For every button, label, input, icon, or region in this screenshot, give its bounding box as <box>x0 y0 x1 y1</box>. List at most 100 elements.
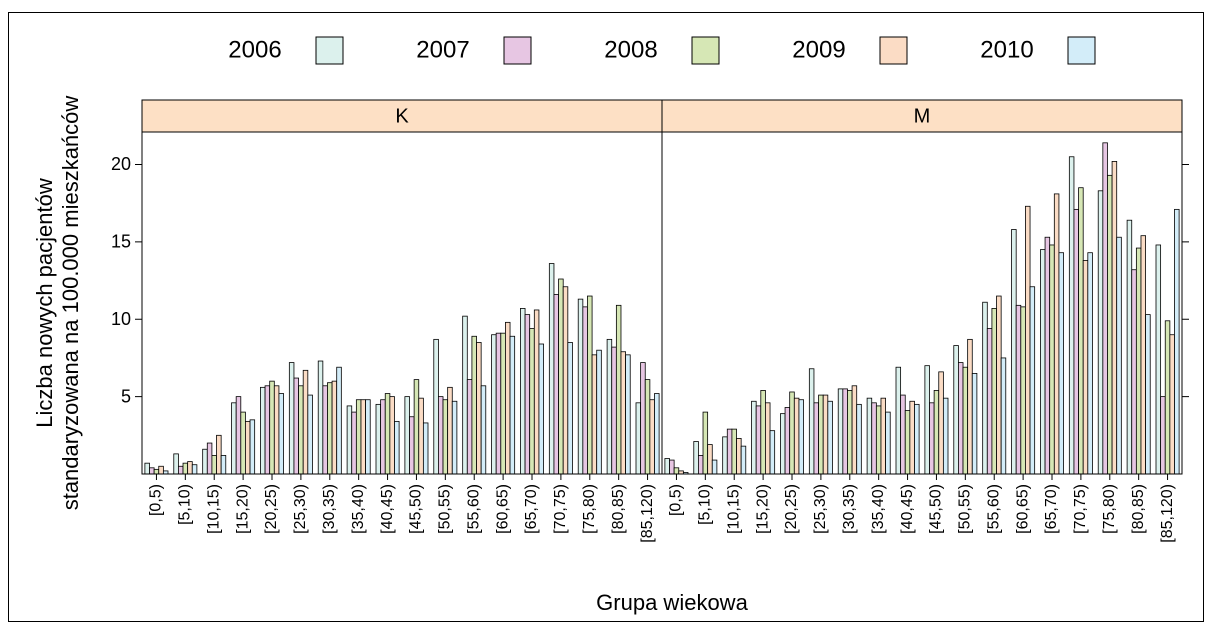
x-tick-label: [0,5) <box>668 484 685 516</box>
bar <box>365 399 371 475</box>
bar <box>625 354 631 475</box>
bar <box>702 411 709 475</box>
bar <box>751 400 757 475</box>
x-tick-label: [40,45) <box>899 484 916 534</box>
bar <box>1107 174 1113 475</box>
bar <box>206 442 213 475</box>
bar <box>245 420 251 475</box>
bar <box>451 400 458 475</box>
bar <box>895 366 902 475</box>
bar <box>264 385 271 475</box>
bar <box>336 366 342 475</box>
bar <box>1011 229 1017 475</box>
bar <box>182 462 189 475</box>
bar <box>278 393 284 475</box>
bar <box>505 321 511 475</box>
bar <box>1169 334 1175 475</box>
bar <box>418 397 424 475</box>
bar <box>818 394 824 475</box>
bar <box>302 369 309 475</box>
bar <box>649 399 655 475</box>
x-tick-label: [5,10) <box>697 484 714 525</box>
legend-swatch <box>879 36 908 65</box>
bar <box>654 393 660 475</box>
legend-swatch <box>503 36 532 65</box>
bar <box>509 335 516 475</box>
bar <box>765 402 771 475</box>
bar <box>1160 396 1166 475</box>
bar <box>871 402 877 475</box>
x-tick-label: [80,85) <box>610 484 627 534</box>
bar <box>1078 187 1084 475</box>
bar <box>769 430 776 475</box>
bar <box>1087 252 1093 475</box>
bar <box>1058 252 1064 475</box>
bar <box>606 338 613 475</box>
bar <box>808 368 815 475</box>
bar <box>466 379 473 475</box>
bar <box>562 286 569 475</box>
bar <box>298 385 304 475</box>
bar <box>962 366 969 475</box>
bar <box>942 397 949 475</box>
bar <box>996 295 1002 475</box>
x-tick-label: [25,30) <box>812 484 829 534</box>
y-axis-label: standaryzowana na 100.000 mieszkańców <box>58 96 83 511</box>
bar <box>553 294 559 475</box>
bar <box>500 332 506 475</box>
bar <box>273 385 280 475</box>
bar <box>615 304 622 475</box>
bar <box>866 397 873 475</box>
bar <box>529 328 535 475</box>
bar <box>1126 219 1133 475</box>
bar <box>433 338 439 475</box>
bar <box>220 455 227 475</box>
bar <box>1015 304 1022 475</box>
bar <box>693 441 699 475</box>
x-tick-label: [65,70) <box>1043 484 1060 534</box>
bar <box>211 455 217 475</box>
bar <box>231 402 237 475</box>
bar <box>1049 244 1055 475</box>
bar <box>760 390 766 475</box>
bar <box>191 464 198 475</box>
bar <box>731 428 737 475</box>
bar <box>620 351 627 475</box>
x-tick-label: [45,50) <box>408 484 425 534</box>
bar <box>904 410 911 475</box>
bar <box>235 396 242 475</box>
x-tick-label: [70,75) <box>1072 484 1089 534</box>
bar <box>1097 190 1104 475</box>
bar <box>1025 205 1031 475</box>
bar <box>288 362 295 475</box>
bar <box>394 420 400 475</box>
bar <box>144 462 150 475</box>
y-tick-label: 15 <box>111 232 131 252</box>
x-tick-label: [60,65) <box>494 484 511 534</box>
legend-label: 2006 <box>228 36 281 63</box>
bar <box>1135 247 1142 475</box>
bar <box>793 397 800 475</box>
bar <box>173 453 179 475</box>
legend-swatch <box>315 36 344 65</box>
bar <box>1044 236 1051 475</box>
bar <box>591 354 598 475</box>
bar <box>346 405 353 475</box>
bar <box>317 360 324 475</box>
bar <box>837 388 844 475</box>
bar <box>933 390 940 475</box>
bar <box>914 403 920 475</box>
bar <box>722 436 728 475</box>
x-tick-label: [20,25) <box>263 484 280 534</box>
bar <box>413 379 420 475</box>
bar <box>1073 208 1079 475</box>
bar <box>1174 208 1180 475</box>
bar <box>177 465 184 475</box>
panel-border <box>661 131 1183 475</box>
x-tick-label: [65,70) <box>523 484 540 534</box>
bar <box>736 438 742 475</box>
bar <box>780 413 786 475</box>
bar <box>548 263 555 475</box>
bar <box>187 461 193 475</box>
bar <box>986 328 993 475</box>
